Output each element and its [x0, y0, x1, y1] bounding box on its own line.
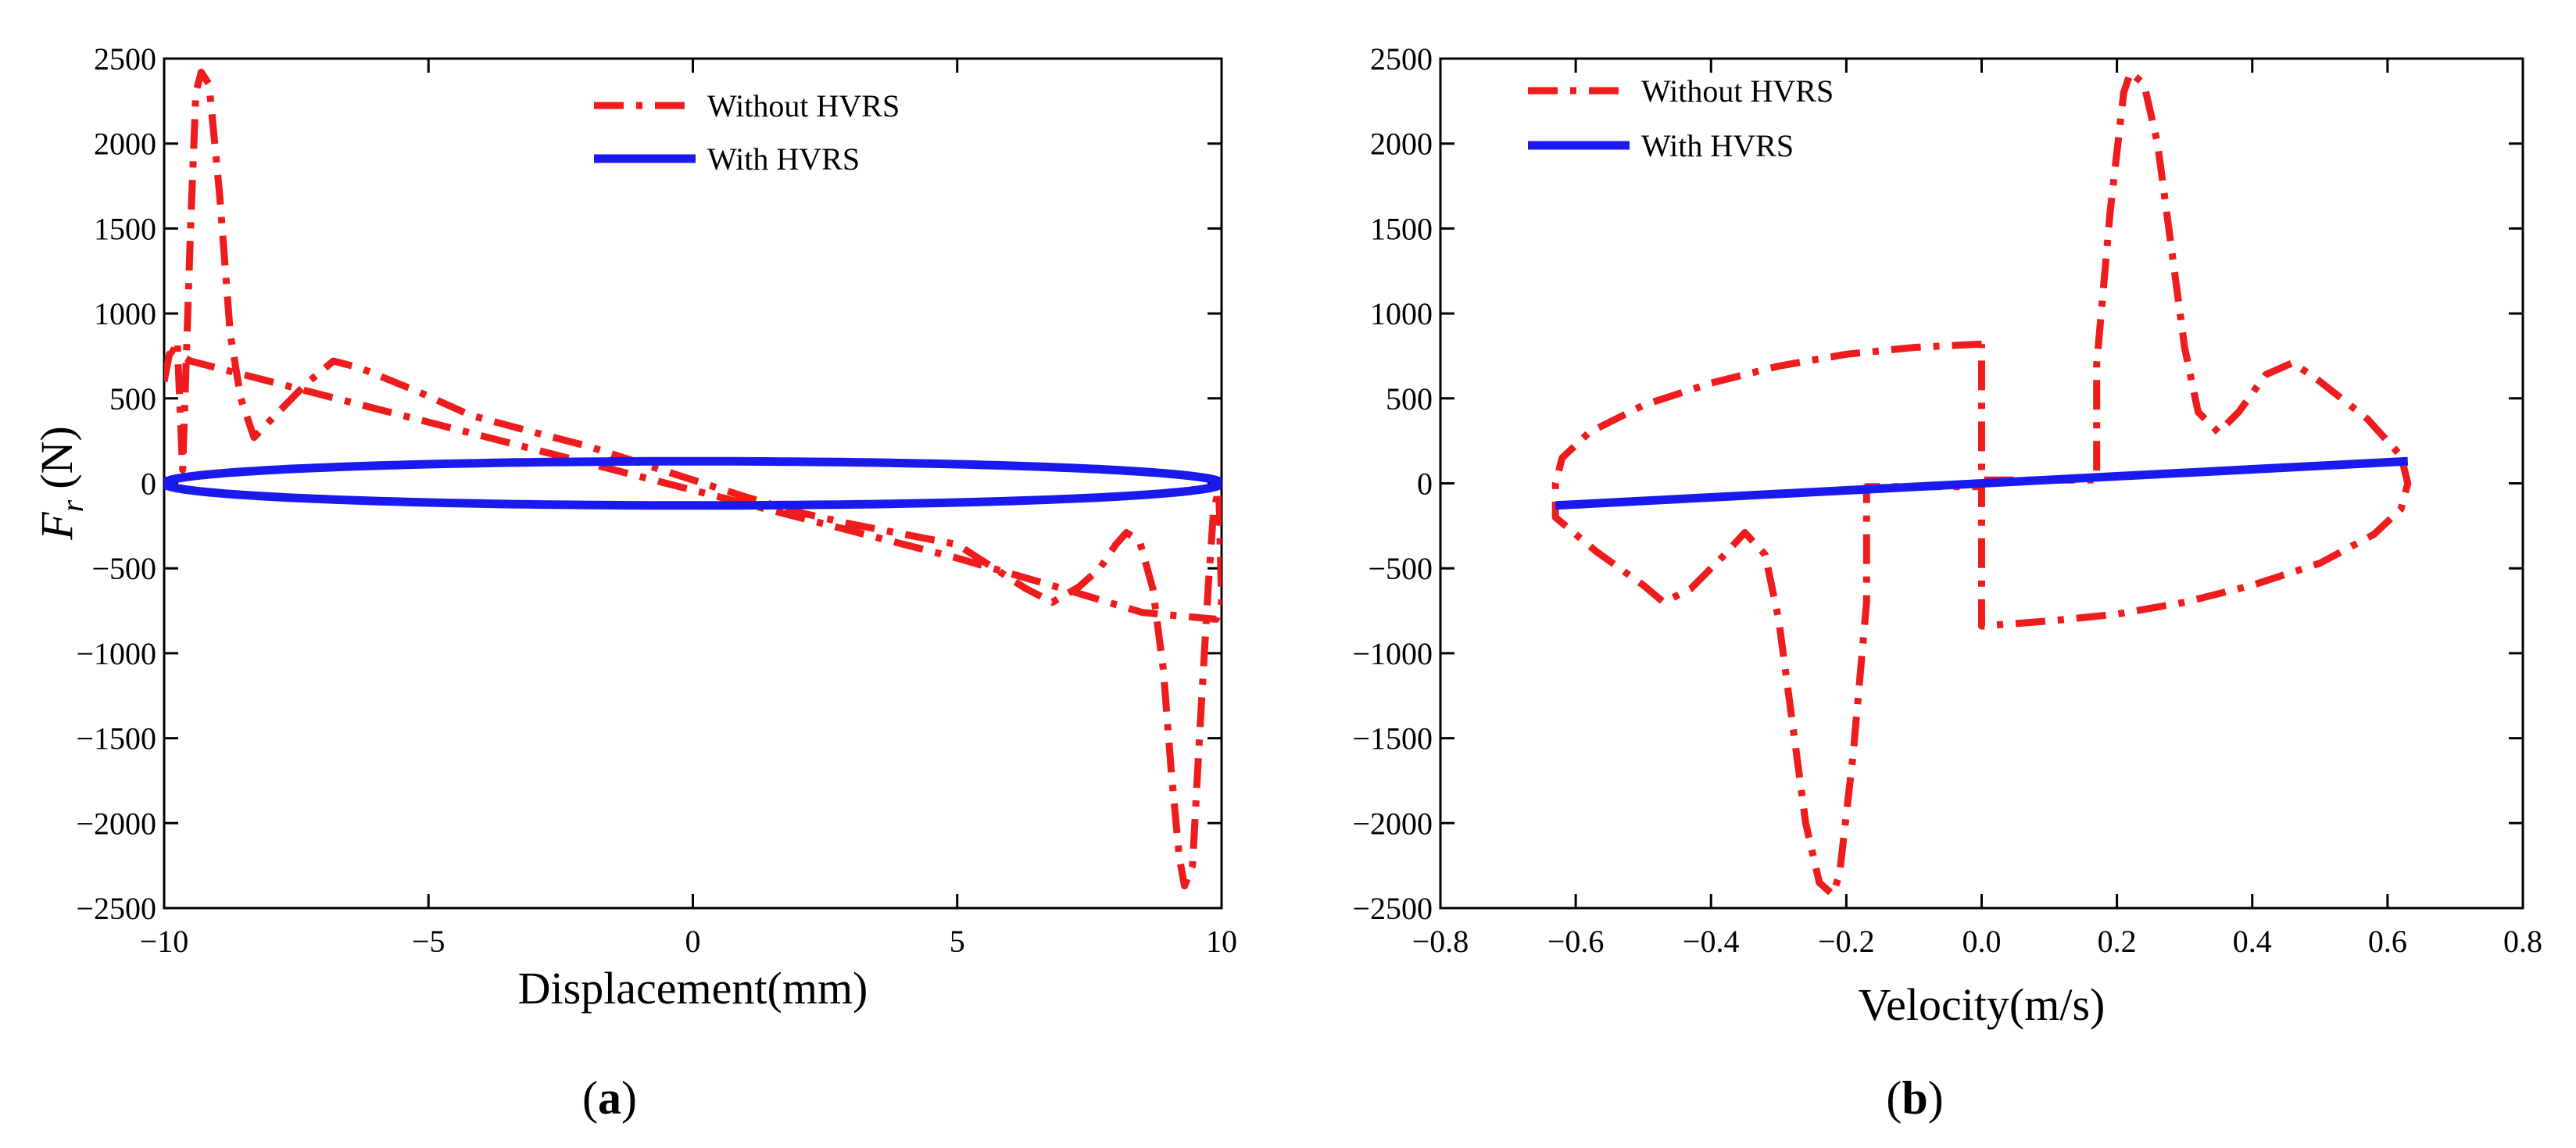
chart-panel-b: 2500 2000 1500 1000 500 0 −500 −1000 −1500 −2000 −… [1352, 41, 2542, 1124]
panel-label-part: ) [1928, 1072, 1944, 1124]
y-tick-label: −500 [91, 551, 156, 586]
panel-label-part: ( [1886, 1072, 1902, 1124]
series-without-hvrs-line [1551, 68, 2412, 899]
y-label-unit: (N) [31, 426, 82, 489]
y-tick-label: −1500 [1352, 721, 1433, 756]
y-tick-label: −2000 [76, 806, 156, 841]
y-tick-label: 2500 [94, 41, 156, 77]
y-tick-label: 1500 [1370, 211, 1433, 246]
panel-label-part: a [598, 1072, 621, 1124]
series-with-hvrs-line [164, 456, 1222, 510]
x-tick-label: −10 [140, 924, 189, 959]
plot-area [164, 68, 1222, 890]
panel-label: (b) [1886, 1072, 1943, 1124]
legend-label: With HVRS [707, 141, 860, 177]
x-tick-label: −5 [412, 924, 445, 959]
y-tick-label: 0 [1417, 467, 1433, 502]
series-with-hvrs-line [1555, 456, 2409, 510]
y-tick-label: 1500 [94, 211, 156, 246]
panel-label: (a) [582, 1072, 637, 1124]
x-tick-label: 0.0 [1962, 924, 2002, 959]
x-tick-label: 0.8 [2503, 924, 2542, 959]
y-tick-label: 2000 [1370, 127, 1433, 162]
y-tick-label: 1000 [1370, 296, 1433, 331]
y-tick-label: 1000 [94, 296, 156, 331]
x-tick-label: 5 [950, 924, 965, 959]
y-tick-label: 0 [141, 467, 156, 502]
panel-label-part: b [1902, 1072, 1927, 1124]
y-tick-label: −2500 [76, 891, 156, 926]
legend: Without HVRS With HVRS [594, 88, 900, 177]
x-tick-label: 10 [1206, 924, 1237, 959]
legend-label: Without HVRS [1641, 73, 1834, 109]
y-label-subscript: r [55, 499, 90, 512]
legend-label: With HVRS [1641, 128, 1794, 163]
y-tick-label: −500 [1368, 551, 1433, 586]
y-tick-label: −2500 [1352, 891, 1433, 926]
x-axis-label: Velocity(m/s) [1859, 979, 2106, 1030]
x-tick-label: 0 [685, 924, 701, 959]
x-tick-label: 0.6 [2368, 924, 2407, 959]
x-axis-label: Displacement(mm) [518, 963, 868, 1014]
series-without-hvrs-line [164, 68, 1222, 890]
panel-label-part: ) [621, 1072, 637, 1124]
y-axis-label: Fr (N) [31, 426, 90, 541]
y-tick-label: −2000 [1352, 806, 1433, 841]
y-tick-label: −1000 [76, 636, 156, 671]
y-tick-label: −1500 [76, 721, 156, 756]
x-tick-label: −0.4 [1683, 924, 1740, 959]
x-tick-label: −0.2 [1818, 924, 1875, 959]
legend: Without HVRS With HVRS [1528, 73, 1834, 163]
y-tick-label: 500 [1386, 381, 1433, 417]
y-tick-label: 500 [109, 381, 156, 417]
x-tick-label: 0.4 [2233, 924, 2272, 959]
legend-label: Without HVRS [707, 88, 900, 123]
x-tick-label: −0.6 [1547, 924, 1605, 959]
y-tick-label: 2000 [94, 127, 156, 162]
y-tick-label: −1000 [1352, 636, 1433, 671]
y-label-symbol: F [31, 512, 82, 541]
y-tick-label: 2500 [1370, 41, 1433, 77]
plot-area [1551, 68, 2412, 899]
x-tick-label: 0.2 [2098, 924, 2137, 959]
panel-label-part: ( [582, 1072, 598, 1124]
y-axis-label-text: Fr (N) [31, 426, 90, 541]
chart-panel-a: 2500 2000 1500 1000 500 0 −500 −1000 −1500 −2000 −… [31, 41, 1237, 1124]
x-tick-label: −0.8 [1412, 924, 1469, 959]
